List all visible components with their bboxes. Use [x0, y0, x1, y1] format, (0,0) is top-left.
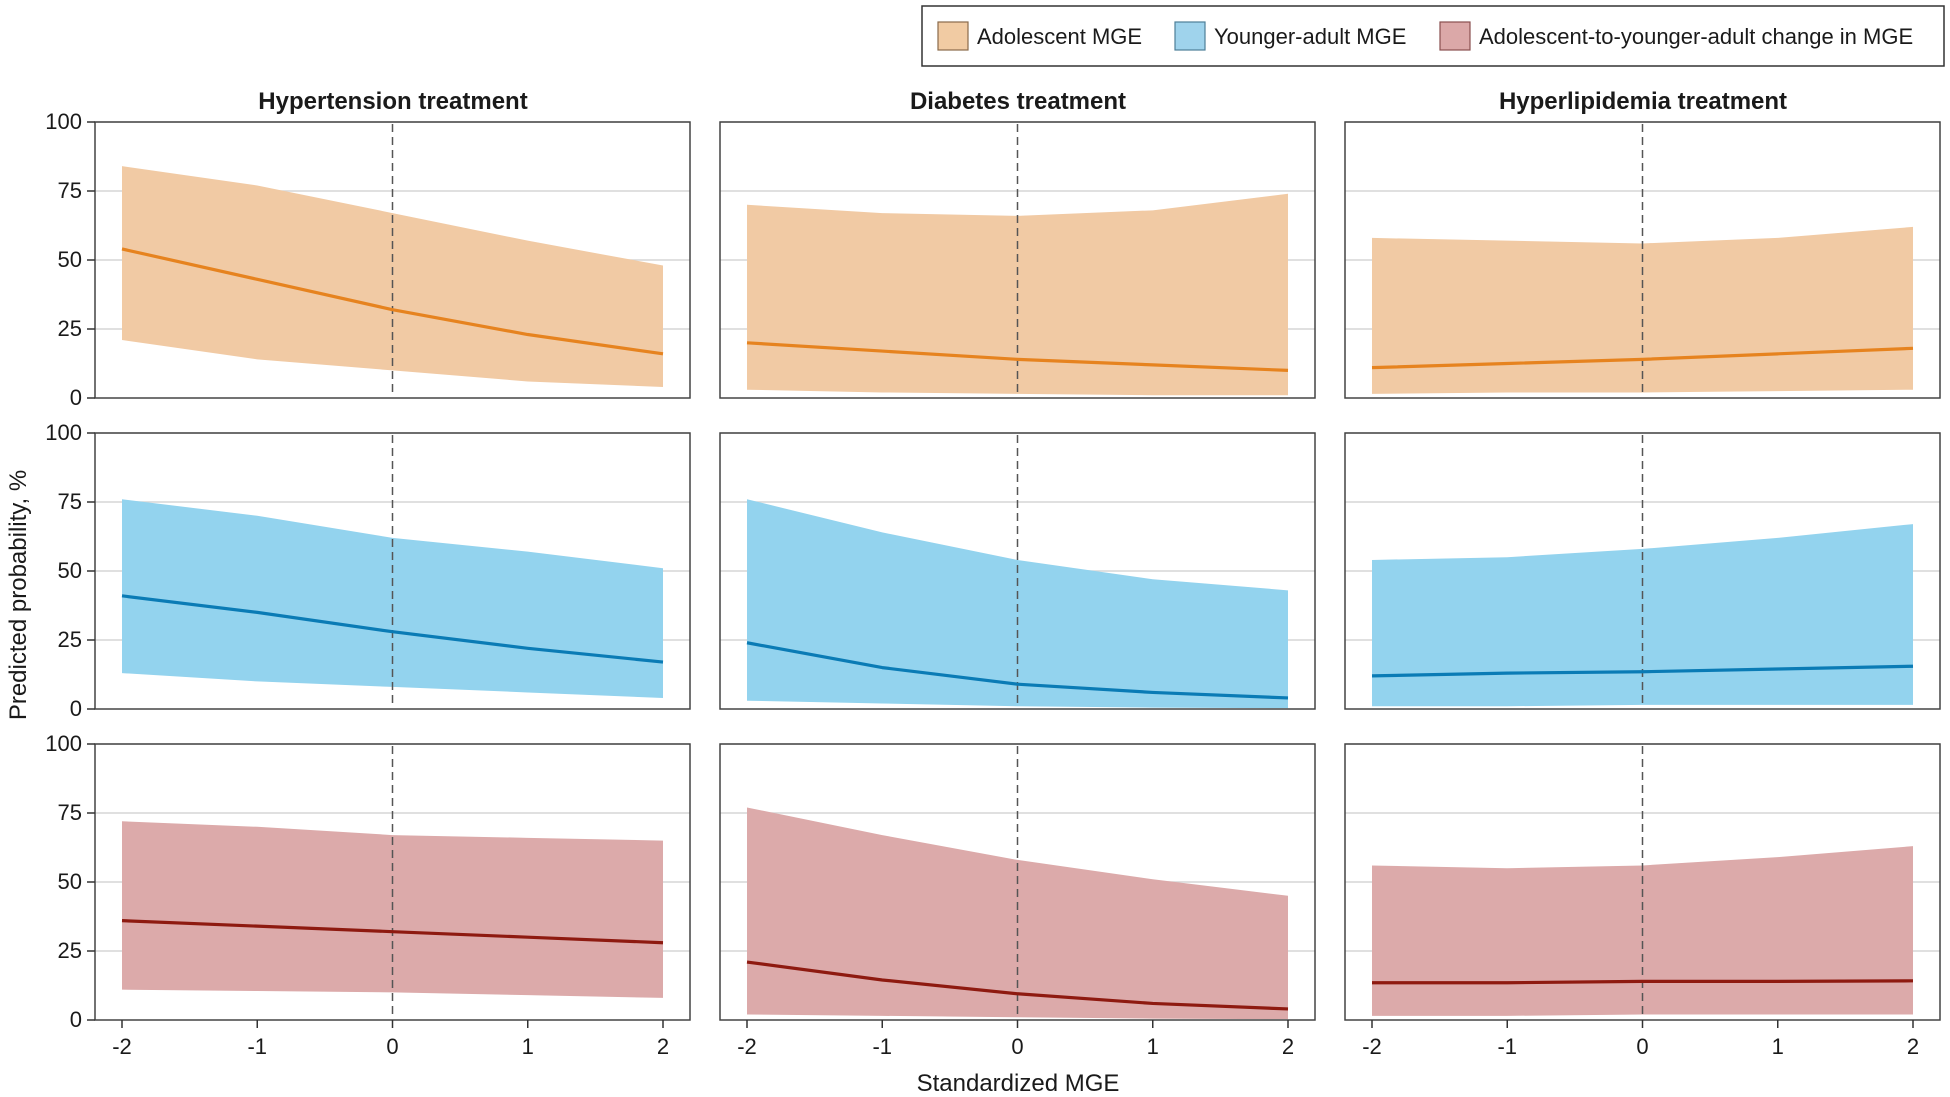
- y-tick-label: 25: [58, 938, 82, 963]
- x-tick-label: 0: [1011, 1034, 1023, 1059]
- confidence-band-change-diabetes: [747, 807, 1288, 1020]
- x-tick-label: 0: [1636, 1034, 1648, 1059]
- confidence-band-younger-adult-hyperlipidemia: [1372, 524, 1913, 707]
- legend-label-change: Adolescent-to-younger-adult change in MG…: [1479, 24, 1913, 49]
- panel-frame: [1344, 121, 1941, 399]
- panel-adolescent-diabetes: [719, 121, 1316, 399]
- x-tick-label: 0: [386, 1034, 398, 1059]
- y-tick-label: 50: [58, 869, 82, 894]
- confidence-band-younger-adult-diabetes: [747, 499, 1288, 709]
- x-axis-label: Standardized MGE: [917, 1070, 1120, 1097]
- y-tick-label: 100: [45, 109, 82, 134]
- panel-younger-adult-hyperlipidemia: [1344, 432, 1941, 710]
- legend-swatch-change: [1439, 21, 1471, 51]
- panel-change-diabetes: -2 -1 0 1 2: [719, 743, 1316, 1059]
- y-tick-label: 0: [70, 696, 82, 721]
- panel-adolescent-hypertension: 0 25 50 75 100: [45, 109, 691, 410]
- panel-change-hypertension: 0 25 50 75 100 -2 -1 0 1 2: [45, 731, 691, 1059]
- column-title-diabetes: Diabetes treatment: [910, 88, 1126, 115]
- panel-frame: [719, 432, 1316, 710]
- legend-label-younger-adult: Younger-adult MGE: [1214, 24, 1406, 49]
- x-tick-label: 2: [657, 1034, 669, 1059]
- column-title-hyperlipidemia: Hyperlipidemia treatment: [1499, 88, 1787, 115]
- y-tick-label: 25: [58, 627, 82, 652]
- legend-swatch-younger-adult: [1174, 21, 1206, 51]
- column-title-hypertension: Hypertension treatment: [258, 88, 527, 115]
- panel-frame: [719, 121, 1316, 399]
- legend-swatch-adolescent: [937, 21, 969, 51]
- legend-label-adolescent: Adolescent MGE: [977, 24, 1142, 49]
- x-tick-label: 1: [1147, 1034, 1159, 1059]
- legend: Adolescent MGE Younger-adult MGE Adolesc…: [921, 5, 1945, 67]
- column-titles: Hypertension treatment Diabetes treatmen…: [258, 88, 1787, 115]
- y-tick-label: 100: [45, 420, 82, 445]
- y-axis-label: Predicted probability, %: [5, 470, 32, 720]
- panel-adolescent-hyperlipidemia: [1344, 121, 1941, 399]
- y-tick-label: 0: [70, 1007, 82, 1032]
- panel-younger-adult-hypertension: 0 25 50 75 100: [45, 420, 691, 721]
- x-tick-label: -1: [247, 1034, 267, 1059]
- y-tick-label: 25: [58, 316, 82, 341]
- x-tick-label: -2: [112, 1034, 132, 1059]
- x-tick-label: -2: [737, 1034, 757, 1059]
- x-tick-label: -1: [872, 1034, 892, 1059]
- x-tick-label: -1: [1497, 1034, 1517, 1059]
- y-tick-label: 75: [58, 178, 82, 203]
- x-tick-label: -2: [1362, 1034, 1382, 1059]
- y-tick-label: 50: [58, 558, 82, 583]
- panel-change-hyperlipidemia: -2 -1 0 1 2: [1344, 743, 1941, 1059]
- y-tick-label: 0: [70, 385, 82, 410]
- x-tick-label: 2: [1282, 1034, 1294, 1059]
- x-tick-label: 1: [522, 1034, 534, 1059]
- x-tick-label: 2: [1907, 1034, 1919, 1059]
- panel-younger-adult-diabetes: [719, 432, 1316, 710]
- y-tick-label: 50: [58, 247, 82, 272]
- panel-frame: [1344, 432, 1941, 710]
- y-tick-label: 75: [58, 800, 82, 825]
- y-tick-label: 75: [58, 489, 82, 514]
- x-tick-label: 1: [1772, 1034, 1784, 1059]
- confidence-band-adolescent-hypertension: [122, 166, 663, 387]
- legend-frame: [921, 5, 1945, 67]
- y-tick-label: 100: [45, 731, 82, 756]
